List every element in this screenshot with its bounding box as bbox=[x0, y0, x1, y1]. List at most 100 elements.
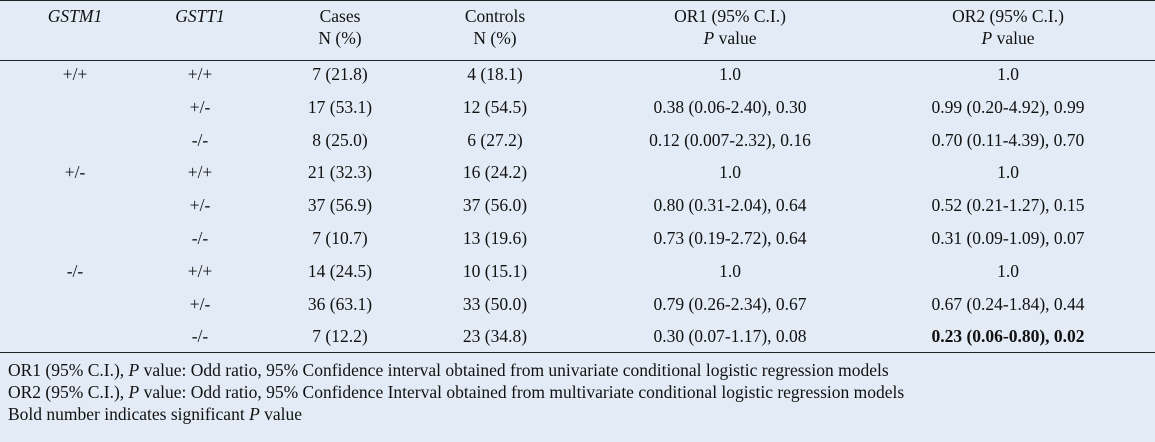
table-cell: 0.99 (0.20-4.92), 0.99 bbox=[931, 96, 1084, 118]
header-p: P bbox=[981, 28, 993, 48]
cell-text: 0.12 (0.007-2.32), 0.16 bbox=[649, 129, 811, 150]
cell-text: 1.0 bbox=[719, 64, 741, 84]
footnote-p: P bbox=[249, 404, 260, 424]
table-cell: +/- bbox=[190, 96, 211, 118]
cell-text: -/- bbox=[191, 326, 209, 347]
cell-text: 10 (15.1) bbox=[462, 260, 528, 281]
table-cell: 21 (32.3) bbox=[308, 161, 372, 183]
header-line: Controls bbox=[465, 5, 525, 27]
cell-text: 0.70 (0.11-4.39), 0.70 bbox=[931, 129, 1085, 150]
header-line: OR2 (95% C.I.) bbox=[952, 5, 1064, 27]
table-cell: 14 (24.5) bbox=[308, 260, 372, 282]
cell-text: 0.79 (0.26-2.34), 0.67 bbox=[653, 293, 807, 314]
header-text: Cases bbox=[319, 6, 361, 26]
cell-text: 7 (10.7) bbox=[312, 228, 368, 248]
header-cell: GSTM1 bbox=[48, 5, 102, 27]
header-cell: OR2 (95% C.I.) P value bbox=[952, 5, 1064, 49]
footnote: OR2 (95% C.I.), P value: Odd ratio, 95% … bbox=[8, 381, 904, 403]
table-cell: 0.67 (0.24-1.84), 0.44 bbox=[931, 293, 1084, 315]
header-cell: Controls N (%) bbox=[465, 5, 525, 49]
cell-text: +/- bbox=[189, 195, 211, 216]
header-line: GSTM1 bbox=[48, 5, 102, 27]
cell-text: 0.31 (0.09-1.09), 0.07 bbox=[931, 228, 1085, 248]
cell-text: 7 (12.2) bbox=[312, 326, 368, 347]
header-subline: P value bbox=[674, 27, 786, 49]
table-cell: 17 (53.1) bbox=[308, 96, 372, 118]
table-cell: 13 (19.6) bbox=[463, 227, 527, 249]
table-cell: 1.0 bbox=[997, 161, 1019, 183]
cell-text: 0.38 (0.06-2.40), 0.30 bbox=[653, 96, 807, 117]
table-cell: 0.12 (0.007-2.32), 0.16 bbox=[649, 129, 811, 151]
cell-text: 0.99 (0.20-4.92), 0.99 bbox=[931, 96, 1085, 117]
cell-text: 0.52 (0.21-1.27), 0.15 bbox=[931, 195, 1085, 216]
table-cell: 0.31 (0.09-1.09), 0.07 bbox=[931, 227, 1084, 249]
table-cell: 0.30 (0.07-1.17), 0.08 bbox=[653, 325, 806, 347]
table-cell: 7 (12.2) bbox=[312, 325, 367, 347]
cell-text: 0.67 (0.24-1.84), 0.44 bbox=[931, 293, 1085, 314]
table-cell: +/+ bbox=[188, 260, 213, 282]
table-cell: 23 (34.8) bbox=[463, 325, 527, 347]
cell-text: -/- bbox=[191, 228, 209, 248]
header-line: OR1 (95% C.I.) bbox=[674, 5, 786, 27]
header-rule bbox=[0, 60, 1155, 61]
footnote-lead: OR1 (95% C.I.), bbox=[8, 360, 125, 380]
table-cell: 0.79 (0.26-2.34), 0.67 bbox=[653, 293, 806, 315]
footnote-rest: value: Odd ratio, 95% Confidence interva… bbox=[143, 360, 889, 380]
header-subline: N (%) bbox=[318, 27, 361, 49]
footnote: OR1 (95% C.I.), P value: Odd ratio, 95% … bbox=[8, 359, 889, 381]
table-cell: 37 (56.9) bbox=[308, 194, 372, 216]
cell-text: +/+ bbox=[187, 64, 213, 84]
cell-text: 6 (27.2) bbox=[467, 129, 523, 150]
table-cell: 1.0 bbox=[997, 63, 1019, 85]
table-cell: +/- bbox=[190, 293, 211, 315]
header-text: OR1 (95% C.I.) bbox=[674, 6, 786, 26]
cell-text: 0.80 (0.31-2.04), 0.64 bbox=[653, 195, 807, 216]
table-cell: 1.0 bbox=[719, 63, 741, 85]
gstm1-text: -/- bbox=[66, 260, 84, 281]
footnote-p: P bbox=[128, 360, 140, 380]
table-cell: 0.70 (0.11-4.39), 0.70 bbox=[932, 129, 1084, 151]
header-sub: value bbox=[718, 28, 757, 48]
top-rule bbox=[0, 0, 1155, 1]
cell-text: 12 (54.5) bbox=[462, 96, 528, 117]
header-text: OR2 (95% C.I.) bbox=[952, 6, 1064, 26]
table-cell: 16 (24.2) bbox=[463, 161, 527, 183]
table-cell: +/- bbox=[190, 194, 211, 216]
cell-text: 1.0 bbox=[997, 162, 1019, 183]
cell-text: +/+ bbox=[187, 260, 213, 281]
table-cell: 0.23 (0.06-0.80), 0.02 bbox=[931, 325, 1084, 347]
header-line: Cases bbox=[318, 5, 361, 27]
cell-text: 16 (24.2) bbox=[462, 162, 528, 183]
gstm1-text: +/+ bbox=[62, 64, 88, 84]
table-cell: -/- bbox=[192, 325, 209, 347]
header-cell: GSTT1 bbox=[175, 5, 225, 27]
cell-text: 4 (18.1) bbox=[467, 64, 523, 84]
gstm1-cell: -/- bbox=[67, 260, 84, 282]
table-cell: 8 (25.0) bbox=[312, 129, 367, 151]
table-cell: +/+ bbox=[188, 63, 213, 85]
table-cell: 12 (54.5) bbox=[463, 96, 527, 118]
cell-text: +/- bbox=[189, 293, 211, 314]
table-cell: 1.0 bbox=[997, 260, 1019, 282]
table-cell: 7 (10.7) bbox=[312, 227, 367, 249]
cell-text: 17 (53.1) bbox=[307, 96, 373, 117]
cell-text: 7 (21.8) bbox=[312, 64, 368, 84]
table-cell: 33 (50.0) bbox=[463, 293, 527, 315]
footnote-p: P bbox=[128, 382, 140, 402]
cell-text: 13 (19.6) bbox=[462, 228, 528, 248]
table-cell: +/+ bbox=[188, 161, 213, 183]
cell-text: 0.23 (0.06-0.80), 0.02 bbox=[931, 326, 1085, 347]
header-p: P bbox=[703, 28, 715, 48]
cell-text: 1.0 bbox=[719, 260, 741, 281]
footnote: Bold number indicates significant P valu… bbox=[8, 403, 302, 425]
header-cell: OR1 (95% C.I.) P value bbox=[674, 5, 786, 49]
footnote-rest: value bbox=[264, 404, 303, 424]
gstm1-cell: +/+ bbox=[63, 63, 88, 85]
cell-text: 1.0 bbox=[997, 260, 1019, 281]
header-sub: N (%) bbox=[318, 28, 362, 48]
cell-text: 8 (25.0) bbox=[312, 129, 368, 150]
table-cell: 0.80 (0.31-2.04), 0.64 bbox=[653, 194, 806, 216]
header-cell: Cases N (%) bbox=[318, 5, 361, 49]
cell-text: 21 (32.3) bbox=[307, 162, 373, 183]
cell-text: 14 (24.5) bbox=[307, 260, 373, 281]
